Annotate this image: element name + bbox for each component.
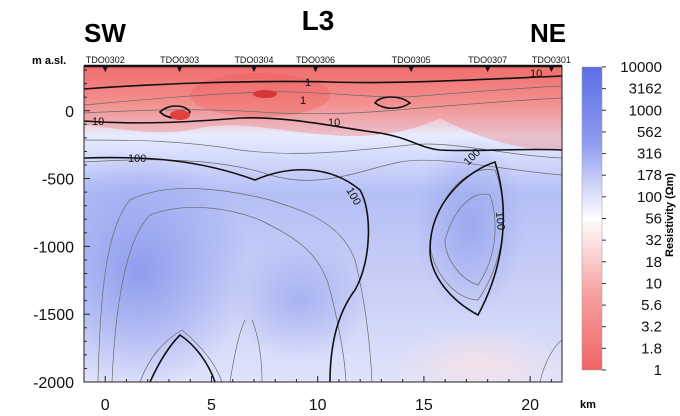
station-label: TDO0303 (160, 55, 199, 65)
contour-label: 1 (300, 95, 306, 107)
colorbar-tick-label: 56 (645, 211, 662, 228)
station-label: TDO0302 (86, 55, 125, 65)
direction-right-label: NE (530, 18, 566, 48)
colorbar-tick-label: 1.8 (641, 340, 662, 357)
x-tick-label: 15 (415, 397, 433, 414)
colorbar-tick-label: 316 (637, 146, 662, 163)
direction-left-label: SW (84, 18, 126, 48)
station-label: TDO0301 (532, 55, 571, 65)
colorbar-tick-label: 10000 (620, 59, 662, 76)
colorbar-tick-label: 100 (637, 189, 662, 206)
colorbar (581, 66, 603, 371)
contour-label: 100 (493, 211, 507, 230)
station-marker (408, 66, 415, 72)
colorbar-tick-label: 10 (645, 275, 662, 292)
station-label: TDO0306 (296, 55, 335, 65)
colorbar-tick-label: 18 (645, 254, 662, 271)
contour-label: 10 (92, 116, 104, 128)
colorbar-tick-label: 3162 (629, 81, 662, 98)
colorbar-tick-label: 178 (637, 167, 662, 184)
x-axis-label: km (580, 399, 596, 411)
station-marker (312, 66, 319, 72)
x-tick-label: 20 (521, 397, 539, 414)
contour-label: 10 (328, 117, 340, 129)
x-tick-label: 0 (101, 397, 110, 414)
station-marker (250, 66, 257, 72)
resistivity-field (84, 66, 562, 382)
x-tick-label: 5 (207, 397, 216, 414)
colorbar-tick-label: 562 (637, 124, 662, 141)
colorbar-tick-label: 1 (654, 362, 662, 379)
y-tick-label: -2000 (33, 375, 74, 392)
station-marker (548, 66, 555, 72)
y-tick-label: -1500 (33, 307, 74, 324)
chart-title: L3 (302, 5, 335, 36)
contour-label: 100 (128, 153, 146, 165)
station-label: TDO0305 (392, 55, 431, 65)
x-tick-label: 10 (309, 397, 327, 414)
colorbar-tick-label: 3.2 (641, 319, 662, 336)
station-label: TDO0307 (468, 55, 507, 65)
y-axis-label: m a.sl. (32, 55, 66, 67)
contour-label: 1 (305, 77, 311, 89)
colorbar-label: Resistivity (Ωm) (664, 173, 676, 257)
y-tick-label: -500 (42, 172, 74, 189)
y-tick-label: -1000 (33, 239, 74, 256)
colorbar-tick-label: 5.6 (641, 297, 662, 314)
station-marker (102, 66, 109, 72)
colorbar-tick-label: 32 (645, 232, 662, 249)
colorbar-tick-label: 1000 (629, 102, 662, 119)
station-marker (484, 66, 491, 72)
station-label: TDO0304 (234, 55, 273, 65)
contour-label: 10 (530, 68, 542, 80)
station-marker (176, 66, 183, 72)
y-tick-label: 0 (65, 104, 74, 121)
